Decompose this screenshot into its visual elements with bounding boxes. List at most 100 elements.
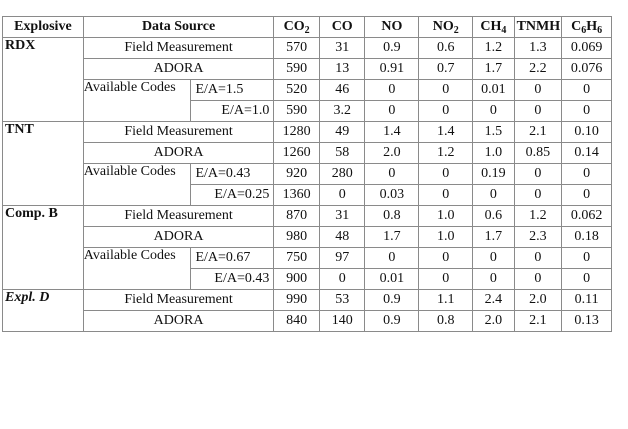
- table-row: Available Codes E/A=1.5 520 46 0 0 0.01 0 0: [3, 79, 612, 122]
- value-cell-c6h6: 0.062: [561, 205, 612, 227]
- data-source-cell: Field Measurement: [82, 121, 275, 143]
- data-source-header: Data Source: [82, 16, 275, 38]
- data-source-cell: Field Measurement: [82, 289, 275, 311]
- value-cell-no: 0.91: [364, 58, 420, 80]
- table-row: Expl. D Field Measurement 990 53 0.9 1.1 2.4 2.…: [2, 289, 612, 332]
- value-cell-ch4: 0.19: [472, 163, 515, 185]
- value-cell-tnmh: 2.3: [513, 226, 563, 248]
- value-cell-ch4: 1.7: [472, 226, 515, 248]
- value-cell-no: 1.7: [364, 226, 420, 248]
- value-cell-no: 0: [364, 247, 420, 269]
- value-cell-tnmh: 1.2: [513, 205, 563, 227]
- value-cell-no2: 0.6: [418, 37, 474, 59]
- value-cell-co: 97: [318, 247, 366, 269]
- value-cell-c6h6: 0.13: [561, 310, 612, 332]
- value-cell-no: 0: [364, 163, 420, 185]
- header-row: Explosive Data Source CO2 CO NO NO2 CH4 …: [2, 16, 612, 38]
- value-cell-co: 140: [318, 310, 366, 332]
- value-cell-ch4: 0.01: [472, 79, 515, 101]
- value-cell-no: 0.8: [364, 205, 420, 227]
- value-cell-ch4: 1.2: [472, 37, 515, 59]
- data-source-cell: ADORA: [82, 310, 275, 332]
- value-cell-c6h6: 0.18: [561, 226, 612, 248]
- value-cell-c6h6: 0: [561, 247, 612, 269]
- value-cell-c6h6: 0.11: [561, 289, 612, 311]
- value-cell-no: 0.9: [364, 37, 420, 59]
- value-cell-no2: 0: [418, 268, 474, 290]
- explosive-name: Expl. D: [2, 289, 84, 332]
- table-row: ADORA 980 48 1.7 1.0 1.7 2.3 0.18: [3, 226, 612, 248]
- data-source-cell: ADORA: [82, 58, 275, 80]
- ea-ratio-cell: E/A=0.43: [190, 268, 275, 290]
- value-cell-co: 46: [318, 79, 366, 101]
- value-cell-co2: 920: [273, 163, 320, 185]
- table-row: ADORA 590 13 0.91 0.7 1.7 2.2 0.076: [3, 58, 612, 80]
- value-cell-co: 31: [318, 205, 366, 227]
- value-cell-no2: 0.7: [418, 58, 474, 80]
- value-cell-no2: 0: [418, 100, 474, 122]
- value-cell-co: 13: [318, 58, 366, 80]
- value-cell-no2: 1.0: [418, 226, 474, 248]
- available-codes-label: Available Codes: [82, 163, 192, 206]
- value-cell-co: 58: [318, 142, 366, 164]
- data-source-cell: Field Measurement: [82, 205, 275, 227]
- value-cell-tnmh: 0: [513, 247, 563, 269]
- value-cell-tnmh: 0: [513, 184, 563, 206]
- data-source-cell: Field Measurement: [82, 37, 275, 59]
- value-cell-co: 49: [318, 121, 366, 143]
- value-cell-tnmh: 2.1: [513, 310, 563, 332]
- value-cell-no2: 0: [418, 247, 474, 269]
- value-cell-c6h6: 0.069: [561, 37, 612, 59]
- value-cell-co2: 570: [273, 37, 320, 59]
- value-cell-co2: 1280: [273, 121, 320, 143]
- value-cell-tnmh: 2.0: [513, 289, 563, 311]
- species-header-no: NO: [364, 16, 420, 38]
- species-header-tnmh: TNMH: [513, 16, 563, 38]
- value-cell-no: 1.4: [364, 121, 420, 143]
- value-cell-co: 48: [318, 226, 366, 248]
- value-cell-tnmh: 2.1: [513, 121, 563, 143]
- available-codes-label: Available Codes: [82, 247, 192, 290]
- value-cell-co2: 980: [273, 226, 320, 248]
- value-cell-co2: 590: [273, 100, 320, 122]
- value-cell-tnmh: 1.3: [513, 37, 563, 59]
- ea-ratio-cell: E/A=1.5: [190, 79, 275, 101]
- explosive-name: Comp. B: [2, 205, 84, 290]
- table-row: Available Codes E/A=0.43 920 280 0 0 0.19 0 0: [3, 163, 612, 206]
- value-cell-tnmh: 2.2: [513, 58, 563, 80]
- table-body: RDX Field Measurement 570 31 0.9 0.6 1.2 1.3 0.0…: [2, 37, 612, 332]
- value-cell-ch4: 0: [472, 268, 515, 290]
- value-cell-no: 0.9: [364, 289, 420, 311]
- emissions-table: Explosive Data Source CO2 CO NO NO2 CH4 …: [2, 16, 612, 332]
- value-cell-ch4: 0: [472, 247, 515, 269]
- table-row: ADORA 1260 58 2.0 1.2 1.0 0.85 0.14: [3, 142, 612, 164]
- value-cell-ch4: 0: [472, 100, 515, 122]
- value-cell-c6h6: 0: [561, 184, 612, 206]
- value-cell-no: 0.03: [364, 184, 420, 206]
- available-codes-label: Available Codes: [82, 79, 192, 122]
- value-cell-co2: 1360: [273, 184, 320, 206]
- value-cell-co2: 590: [273, 58, 320, 80]
- value-cell-co: 0: [318, 268, 366, 290]
- explosive-header: Explosive: [2, 16, 84, 38]
- value-cell-tnmh: 0.85: [513, 142, 563, 164]
- ea-ratio-cell: E/A=0.67: [190, 247, 275, 269]
- value-cell-ch4: 2.4: [472, 289, 515, 311]
- value-cell-tnmh: 0: [513, 268, 563, 290]
- value-cell-no2: 1.1: [418, 289, 474, 311]
- table-row: E/A=0.43 900 0 0.01 0 0 0 0: [3, 268, 612, 290]
- value-cell-co2: 840: [273, 310, 320, 332]
- value-cell-c6h6: 0.10: [561, 121, 612, 143]
- table-row: TNT Field Measurement 1280 49 1.4 1.4 1.5 2.1 0.…: [2, 121, 612, 206]
- table-row: RDX Field Measurement 570 31 0.9 0.6 1.2 1.3 0.0…: [2, 37, 612, 122]
- table-row: Available Codes E/A=0.67 750 97 0 0 0 0 0: [3, 247, 612, 290]
- ea-ratio-cell: E/A=0.25: [190, 184, 275, 206]
- value-cell-no2: 1.0: [418, 205, 474, 227]
- value-cell-c6h6: 0: [561, 100, 612, 122]
- species-header-no2: NO2: [418, 16, 474, 38]
- species-header-ch4: CH4: [472, 16, 515, 38]
- explosive-name: RDX: [2, 37, 84, 122]
- value-cell-c6h6: 0: [561, 268, 612, 290]
- value-cell-co: 0: [318, 184, 366, 206]
- value-cell-ch4: 0.6: [472, 205, 515, 227]
